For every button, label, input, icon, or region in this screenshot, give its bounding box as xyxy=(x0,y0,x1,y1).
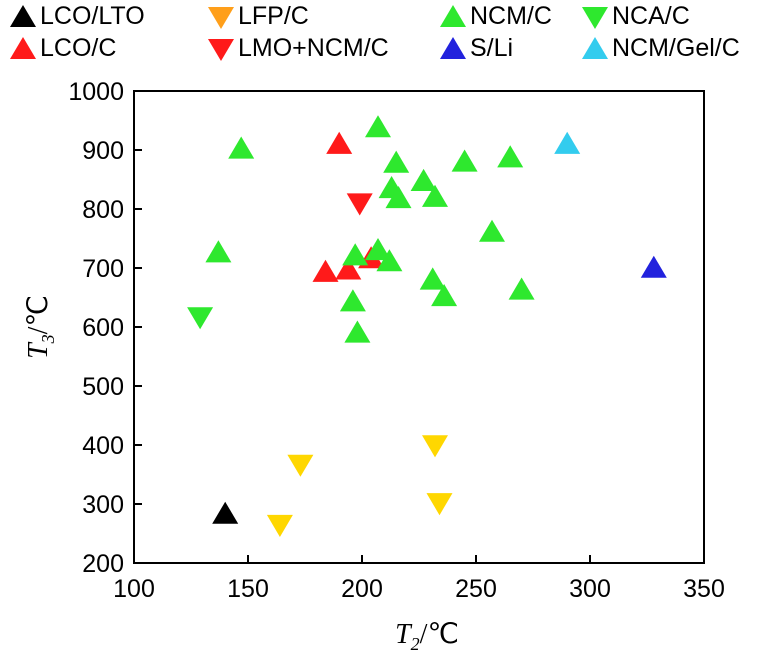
y-tick-label: 300 xyxy=(82,491,124,519)
x-axis-title: T2/℃ xyxy=(395,619,459,654)
legend-marker-nca-c xyxy=(582,7,608,29)
legend-label-s-li: S/Li xyxy=(470,33,514,62)
legend-marker-ncm-c xyxy=(440,5,466,27)
legend-marker-ncm-gel-c xyxy=(582,37,608,59)
x-tick-label: 250 xyxy=(455,575,497,603)
legend-item-ncm-gel-c: NCM/Gel/C xyxy=(578,33,740,63)
data-point-ncm-c xyxy=(508,277,535,300)
x-tick-label: 350 xyxy=(683,575,725,603)
data-point-lfp-c xyxy=(287,454,314,477)
data-point-ncm-c xyxy=(365,115,391,138)
x-tick-label: 200 xyxy=(341,575,383,603)
x-tick-label: 100 xyxy=(113,575,155,603)
data-point-lfp-c xyxy=(422,435,448,458)
data-point-ncm-c xyxy=(479,219,505,242)
data-point-ncm-c xyxy=(365,238,391,261)
y-axis-title: T3/℃ xyxy=(23,295,58,359)
data-point-lco-c xyxy=(335,257,362,280)
data-point-lco-lto xyxy=(212,501,239,524)
y-tick-labels: 200 300 400 500 600 700 800 900 1000 xyxy=(68,78,124,578)
y-tick-label: 800 xyxy=(82,196,124,224)
y-tick-label: 1000 xyxy=(68,78,124,106)
data-point-ncm-c xyxy=(339,289,366,312)
data-point-ncm-c xyxy=(410,168,437,191)
data-point-ncm-c xyxy=(497,145,524,168)
data-point-ncm-c xyxy=(431,284,458,307)
legend-label-lfp-c: LFP/C xyxy=(238,1,309,30)
legend-label-ncm-gel-c: NCM/Gel/C xyxy=(612,33,740,62)
x-tick-labels: 100 150 200 250 300 350 xyxy=(113,575,725,603)
y-tick-label: 500 xyxy=(82,373,124,401)
data-point-ncm-c xyxy=(344,320,371,343)
legend-label-ncm-c: NCM/C xyxy=(470,1,552,30)
data-point-lco-c xyxy=(312,259,339,282)
data-point-ncm-c xyxy=(419,267,446,290)
axis-ticks xyxy=(133,90,705,564)
data-point-ncm-c xyxy=(228,136,255,159)
legend-item-s-li: S/Li xyxy=(436,33,513,63)
data-point-ncm-c xyxy=(376,249,403,272)
y-tick-label: 700 xyxy=(82,255,124,283)
data-point-nca-c xyxy=(187,307,214,330)
data-point-lco-c xyxy=(326,131,353,154)
plot-area-frame xyxy=(133,90,705,564)
data-point-lfp-c xyxy=(266,514,293,537)
x-tick-label: 150 xyxy=(227,575,269,603)
legend-item-lfp-c: LFP/C xyxy=(204,1,309,31)
legend-label-nca-c: NCA/C xyxy=(612,1,690,30)
data-point-lfp-c xyxy=(426,493,453,516)
data-point-ncm-c xyxy=(451,149,478,172)
data-point-ncm-c xyxy=(383,150,410,173)
y-tick-label: 600 xyxy=(82,314,124,342)
legend-marker-lco-lto xyxy=(10,5,36,27)
data-point-ncm-c xyxy=(385,186,412,209)
legend-label-lco-lto: LCO/LTO xyxy=(40,1,145,30)
y-tick-label: 900 xyxy=(82,137,124,165)
legend-marker-lmo-ncm-c xyxy=(208,39,234,61)
data-point-ncm-c xyxy=(342,243,369,266)
legend-item-nca-c: NCA/C xyxy=(578,1,690,31)
data-point-s-li xyxy=(640,255,667,278)
legend-label-lmo-ncm-c: LMO+NCM/C xyxy=(238,33,389,62)
data-point-ncm-c xyxy=(205,240,232,263)
y-tick-label: 400 xyxy=(82,432,124,460)
y-tick-label: 200 xyxy=(82,550,124,578)
data-point-ncm-gel-c xyxy=(554,131,581,154)
data-point-lmo-ncm-c xyxy=(346,193,373,216)
legend-item-lmo-ncm-c: LMO+NCM/C xyxy=(204,33,389,63)
legend-item-lco-c: LCO/C xyxy=(6,33,116,63)
legend-marker-lfp-c xyxy=(208,7,234,29)
data-point-ncm-c xyxy=(422,184,448,207)
legend-item-ncm-c: NCM/C xyxy=(436,1,552,31)
data-points xyxy=(187,115,667,537)
legend-label-lco-c: LCO/C xyxy=(40,33,117,62)
legend-item-lco-lto: LCO/LTO xyxy=(6,1,145,31)
legend-marker-s-li xyxy=(440,37,466,59)
legend-marker-lco-c xyxy=(10,37,36,59)
x-tick-label: 300 xyxy=(569,575,611,603)
